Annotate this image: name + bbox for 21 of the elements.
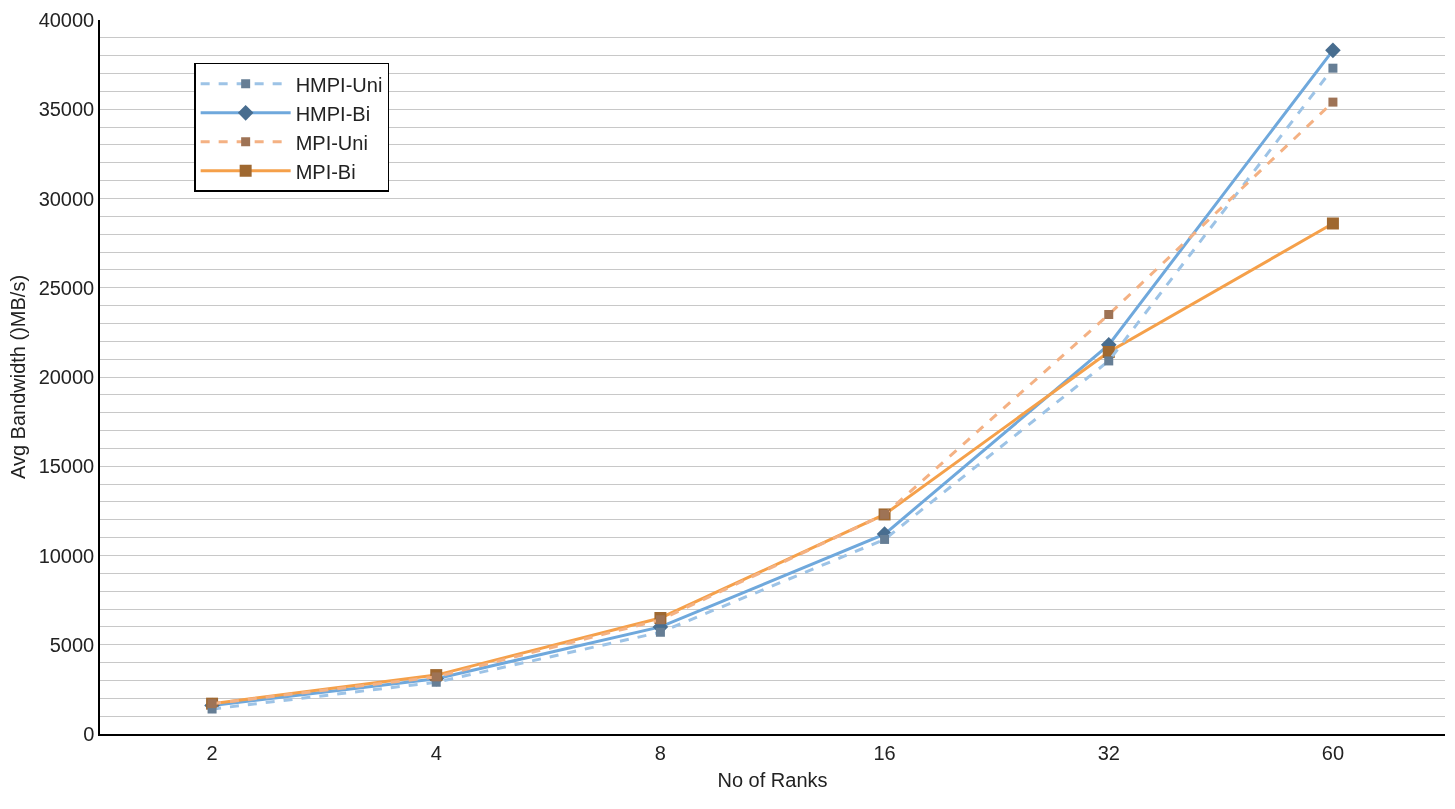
y-tick-label: 0 — [83, 723, 95, 745]
legend-label: MPI-Bi — [295, 160, 356, 183]
legend-label: HMPI-Uni — [295, 73, 383, 96]
x-axis-title: No of Ranks — [717, 768, 828, 791]
x-tick-label: 2 — [206, 741, 218, 764]
y-tick-label: 30000 — [38, 187, 95, 210]
y-tick-label: 5000 — [49, 633, 95, 656]
legend-label: HMPI-Bi — [295, 102, 371, 125]
y-tick-label: 35000 — [38, 98, 95, 121]
x-tick-label: 8 — [654, 741, 666, 764]
y-axis-title: Avg Bandwidth ()MB/s) — [6, 274, 29, 480]
y-tick-label: 20000 — [38, 366, 95, 388]
x-tick-label: 4 — [430, 741, 442, 764]
x-tick-label: 60 — [1321, 741, 1345, 764]
y-tick-label: 40000 — [38, 9, 95, 31]
x-tick-label: 32 — [1097, 741, 1120, 764]
y-tick-label: 15000 — [38, 455, 95, 478]
y-tick-label: 25000 — [38, 276, 95, 299]
x-tick-label: 16 — [873, 741, 896, 764]
legend-label: MPI-Uni — [295, 131, 368, 154]
y-tick-label: 10000 — [38, 544, 95, 567]
